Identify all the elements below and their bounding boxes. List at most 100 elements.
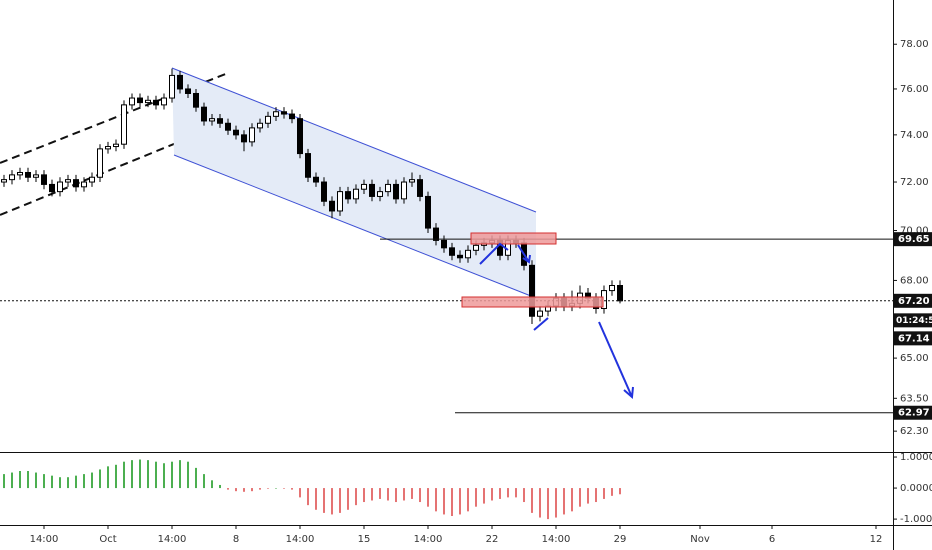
candle-body [241,134,247,143]
oscillator-bar [347,488,349,510]
oscillator-bar [507,488,509,498]
candle-body [113,143,119,148]
oscillator-bar [515,488,517,498]
candle-body [385,183,391,193]
x-tick-label: 14:00 [30,534,59,545]
zone [470,232,557,245]
y-tick-label: 63.50 [900,393,929,404]
candle-body [313,176,319,183]
candle-body [89,176,95,183]
candle-body [425,195,431,229]
oscillator-bar [555,488,557,518]
candle-body [353,188,359,200]
candle-body [337,191,343,212]
oscillator-bar [395,488,397,503]
arrows [479,242,634,400]
candle-body [361,183,367,190]
candle-body [65,179,71,183]
oscillator-bar [451,488,453,516]
oscillator-bar [259,488,261,490]
candle-body [81,181,87,188]
oscillator-bar [563,488,565,515]
candle-body [121,104,127,145]
candle-body [449,247,455,256]
oscillator-bar [19,471,21,489]
candle-body [465,249,471,259]
candle-body [281,111,287,115]
oscillator-bar [107,466,109,489]
level-label-bg [894,232,932,247]
oscillator-bar [315,488,317,510]
oscillator-bar [3,474,5,489]
y-tick-label: 72.00 [900,177,929,188]
oscillator-bar [571,488,573,512]
current-price: 67.14 [898,333,930,344]
candle-body [17,171,23,176]
y-tick-label: 76.00 [900,84,929,95]
y-tick-label: 78.00 [900,39,929,50]
oscillator-bar [411,488,413,499]
candle-body [345,191,351,200]
candle-body [417,179,423,197]
candle-body [209,118,215,122]
candle-body [25,171,31,178]
candle-body [377,191,383,197]
y-tick-label: 70.00 [900,226,929,237]
arrow [479,242,509,265]
candle-body [105,146,111,150]
arrow-head [623,386,634,400]
candle-body [257,122,263,129]
candle-body [153,99,159,106]
oscillator-bar [475,488,477,507]
candle-body [305,153,311,178]
oscillator-bar [523,488,525,503]
candle-body [97,148,103,178]
x-tick-label: 14:00 [414,534,443,545]
oscillator-bar [171,461,173,489]
oscillator-bar [467,488,469,512]
axis-labels: 62.30 63.50 65.00 68.00 70.00 72.00 74.00 76.00… [30,39,932,545]
oscillator-bar [275,488,277,489]
oscillator-bar [219,484,221,489]
channel-line [173,154,537,299]
candle-body [529,264,535,317]
oscillator-bar [371,488,373,501]
oscillator-bar [459,488,461,515]
oscillator-bar [179,460,181,489]
oscillator-bar [91,472,93,489]
oscillator-bar [83,474,85,489]
y-tick-label: 74.00 [900,130,929,141]
candle-body [145,99,151,104]
candle-body [433,227,439,241]
arrow [533,317,549,331]
dashed-trendline [0,116,241,216]
oscillator-bar [267,488,269,489]
oscillator-bar [59,477,61,489]
oscillator-bar [291,488,293,490]
oscillator-bar [43,474,45,489]
y-tick-label: 62.30 [900,426,929,437]
oscillator-bar [283,488,285,489]
candle-body [177,74,183,90]
candle-body [289,113,295,120]
x-tick-label: 22 [486,534,499,545]
oscillator-bar [443,488,445,515]
candle-body [329,200,335,212]
candle-body [473,244,479,251]
candle-body [9,174,15,181]
oscillator-bar [243,488,245,492]
oscillator-bar [547,488,549,520]
candle-body [321,181,327,202]
candle-body [249,127,255,143]
candle-body [457,254,463,259]
candle-body [409,179,415,183]
oscillator-bar [187,461,189,489]
oscillator-bar [331,488,333,515]
candle-body [57,181,63,193]
oscillator-bar [499,488,501,499]
level-label: 69.65 [898,234,930,245]
oscillator-bar [35,472,37,489]
oscillator-bar [211,480,213,489]
y-tick-label: 68.00 [900,275,929,286]
